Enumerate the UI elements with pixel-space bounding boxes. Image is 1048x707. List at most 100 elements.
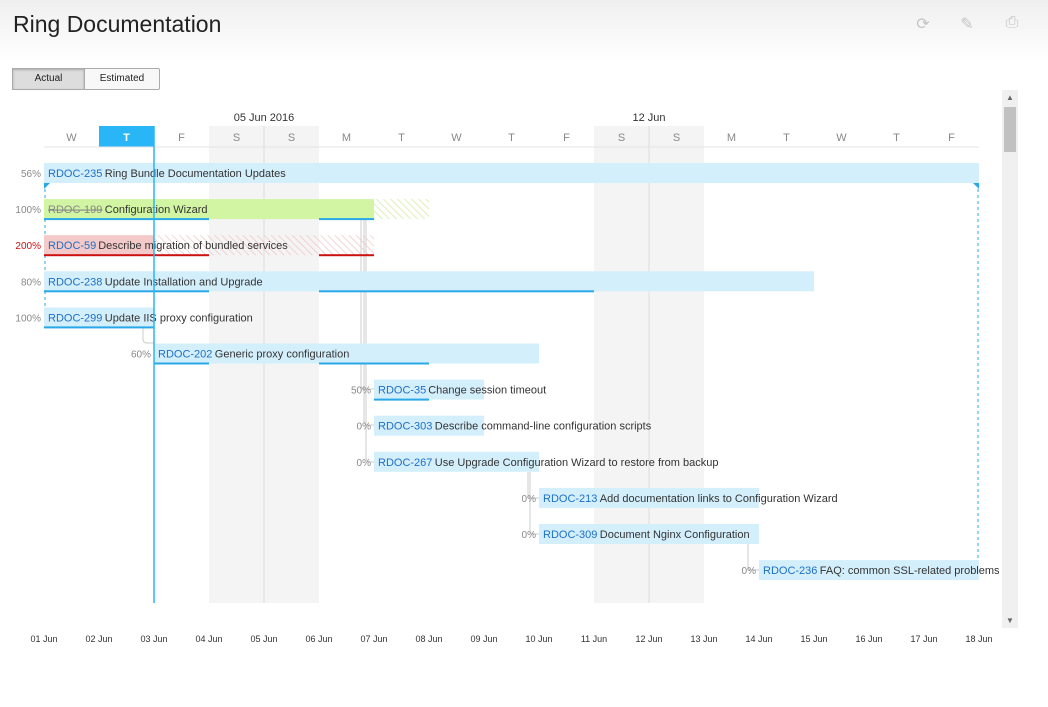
axis-date-label: 04 Jun [195, 634, 222, 644]
day-letter: S [673, 132, 680, 144]
day-letter: M [727, 132, 736, 144]
task-bar[interactable] [759, 560, 979, 581]
actual-toggle[interactable]: Actual [12, 68, 85, 90]
task-id-link[interactable]: RDOC-213 [543, 493, 597, 505]
estimated-toggle[interactable]: Estimated [84, 68, 160, 90]
day-letter: F [563, 132, 570, 144]
axis-date-label: 17 Jun [910, 634, 937, 644]
task-overrun-hatch [154, 235, 374, 256]
task-progress-percent: 60% [131, 350, 151, 361]
task-progress-percent: 0% [742, 566, 757, 577]
scroll-down-arrow[interactable]: ▼ [1006, 616, 1014, 625]
parent-end-marker [973, 183, 979, 189]
task-title: Change session timeout [428, 385, 546, 397]
parent-start-marker [44, 183, 50, 189]
day-letter: T [508, 132, 515, 144]
vertical-scrollbar[interactable]: ▲ ▼ [1002, 90, 1018, 628]
task-progress-percent: 50% [351, 386, 371, 397]
task-progress-percent: 0% [357, 458, 372, 469]
axis-date-label: 14 Jun [745, 634, 772, 644]
task-bar[interactable] [154, 343, 539, 364]
axis-date-label: 16 Jun [855, 634, 882, 644]
task-id-link[interactable]: RDOC-236 [763, 565, 817, 577]
task-title: Update Installation and Upgrade [105, 276, 263, 288]
task-title: Use Upgrade Configuration Wizard to rest… [435, 457, 719, 469]
task-id-link[interactable]: RDOC-235 [48, 168, 102, 180]
day-letter: S [288, 132, 295, 144]
task-progress-percent: 0% [357, 422, 372, 433]
day-letter: T [783, 132, 790, 144]
weekend-shade [264, 126, 319, 603]
task-title: Document Nginx Configuration [600, 529, 750, 541]
task-id-link[interactable]: RDOC-267 [378, 457, 432, 469]
page-header: Ring Documentation ⟳ ✎ ⎙ [0, 0, 1048, 62]
task-title: Ring Bundle Documentation Updates [105, 168, 287, 180]
task-bar[interactable] [539, 487, 759, 508]
day-letter: T [893, 132, 900, 144]
axis-date-label: 05 Jun [250, 634, 277, 644]
task-id-link[interactable]: RDOC-303 [378, 421, 432, 433]
task-progress-underline [99, 326, 154, 329]
week-label: 05 Jun 2016 [234, 112, 295, 124]
task-progress-underline [484, 290, 539, 293]
task-progress-underline [99, 218, 154, 221]
task-id-link[interactable]: RDOC-309 [543, 529, 597, 541]
axis-date-label: 02 Jun [85, 634, 112, 644]
refresh-icon[interactable]: ⟳ [916, 16, 930, 33]
task-bar[interactable] [44, 235, 154, 256]
task-id-link[interactable]: RDOC-199 [48, 204, 102, 216]
task-progress-underline [319, 218, 374, 221]
task-progress-percent: 200% [15, 241, 41, 252]
dependency-connector [747, 544, 759, 571]
task-title: Configuration Wizard [105, 204, 208, 216]
axis-date-label: 18 Jun [965, 634, 992, 644]
task-progress-percent: 0% [522, 530, 537, 541]
week-label: 12 Jun [632, 112, 665, 124]
axis-date-label: 13 Jun [690, 634, 717, 644]
task-bar[interactable] [44, 307, 154, 328]
task-progress-percent: 0% [522, 494, 537, 505]
task-progress-underline [319, 290, 374, 293]
scrollbar-thumb[interactable] [1004, 107, 1016, 152]
weekend-shade [209, 126, 264, 603]
day-letter: M [342, 132, 351, 144]
task-bar[interactable] [44, 271, 814, 292]
task-progress-underline [539, 290, 594, 293]
task-progress-percent: 100% [15, 205, 41, 216]
task-id-link[interactable]: RDOC-202 [158, 349, 212, 361]
print-icon[interactable]: ⎙ [1005, 14, 1019, 31]
axis-date-label: 06 Jun [305, 634, 332, 644]
task-id-link[interactable]: RDOC-35 [378, 385, 426, 397]
day-letter: W [66, 132, 77, 144]
task-id-link[interactable]: RDOC-299 [48, 312, 102, 324]
day-letter: W [451, 132, 462, 144]
task-bar[interactable] [44, 199, 374, 220]
axis-date-label: 01 Jun [30, 634, 57, 644]
task-progress-underline [99, 254, 154, 257]
task-title: Update IIS proxy configuration [105, 312, 253, 324]
task-progress-underline [154, 362, 209, 365]
edit-icon[interactable]: ✎ [960, 16, 974, 33]
axis-date-label: 12 Jun [635, 634, 662, 644]
task-id-link[interactable]: RDOC-59 [48, 240, 96, 252]
today-header [99, 126, 154, 147]
task-progress-underline [319, 254, 374, 257]
dependency-connector [527, 472, 539, 499]
task-bar[interactable] [374, 379, 484, 400]
task-bar[interactable] [374, 415, 484, 436]
task-progress-underline [374, 290, 429, 293]
task-bar[interactable] [374, 451, 539, 472]
axis-date-label: 10 Jun [525, 634, 552, 644]
dependency-connector [365, 217, 374, 463]
page-title: Ring Documentation [13, 11, 222, 37]
task-id-link[interactable]: RDOC-238 [48, 276, 102, 288]
task-progress-underline [44, 254, 99, 257]
scroll-up-arrow[interactable]: ▲ [1006, 93, 1014, 102]
task-bar[interactable] [539, 524, 759, 544]
task-title: Describe migration of bundled services [98, 240, 288, 252]
axis-date-label: 15 Jun [800, 634, 827, 644]
task-bar[interactable] [44, 163, 979, 183]
day-letter: W [836, 132, 847, 144]
weekend-shade [649, 126, 704, 603]
dependency-connector [142, 327, 154, 344]
